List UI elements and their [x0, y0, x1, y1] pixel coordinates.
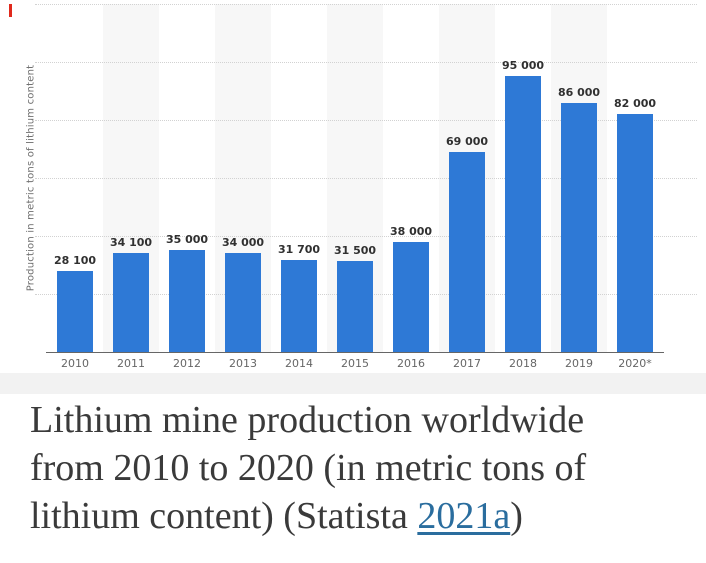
x-axis-label: 2014 [285, 357, 313, 370]
x-axis-label: 2018 [509, 357, 537, 370]
caption-line-3: lithium content) (Statista 2021a) [30, 492, 686, 540]
x-axis-label: 2020* [618, 357, 652, 370]
gridline [35, 178, 697, 179]
bar [617, 114, 653, 352]
x-axis-label: 2013 [229, 357, 257, 370]
bar-value-label: 69 000 [445, 135, 489, 148]
red-cursor-marker [9, 4, 12, 17]
bar [281, 260, 317, 352]
x-axis-label: 2011 [117, 357, 145, 370]
bar-value-label: 82 000 [613, 97, 657, 110]
caption-line-1: Lithium mine production worldwide [30, 399, 585, 441]
x-axis-label: 2016 [397, 357, 425, 370]
bar [337, 261, 373, 352]
bar [393, 242, 429, 352]
gridline [35, 120, 697, 121]
bar-value-label: 31 500 [333, 244, 377, 257]
x-axis-label: 2012 [173, 357, 201, 370]
x-axis-label: 2019 [565, 357, 593, 370]
x-axis-label: 2017 [453, 357, 481, 370]
gridline [35, 4, 697, 5]
bar [449, 152, 485, 352]
bar-value-label: 31 700 [277, 243, 321, 256]
x-axis-labels: 2010 2011 2012 2013 2014 2015 2016 2017 2018 2019… [0, 357, 706, 373]
caption-line-2: from 2010 to 2020 (in metric tons of [30, 447, 587, 489]
caption-line-3-suffix: ) [510, 495, 523, 537]
bar-value-label: 34 100 [109, 236, 153, 249]
bar-value-label: 35 000 [165, 233, 209, 246]
bar [113, 253, 149, 352]
statista-2021a-link[interactable]: 2021a [417, 495, 511, 537]
bar-value-label: 38 000 [389, 225, 433, 238]
bar-value-label: 34 000 [221, 236, 265, 249]
gridline [35, 62, 697, 63]
lithium-production-bar-chart: Production in metric tons of lithium con… [0, 4, 706, 373]
caption-line-3-prefix: lithium content) (Statista [30, 495, 418, 537]
separator-band [0, 373, 706, 394]
bar [225, 253, 261, 352]
gridline [35, 236, 697, 237]
x-axis-line [46, 352, 664, 353]
bar [505, 76, 541, 352]
x-axis-label: 2010 [61, 357, 89, 370]
bar-value-label: 28 100 [53, 254, 97, 267]
bar [561, 103, 597, 352]
bar-value-label: 86 000 [557, 86, 601, 99]
figure-caption: Lithium mine production worldwide from 2… [0, 394, 706, 540]
bar-value-label: 95 000 [501, 59, 545, 72]
bar [169, 250, 205, 352]
plot-area: 28 100 34 100 35 000 34 000 31 700 31 500 38 0… [35, 4, 697, 352]
bar [57, 271, 93, 352]
x-axis-label: 2015 [341, 357, 369, 370]
